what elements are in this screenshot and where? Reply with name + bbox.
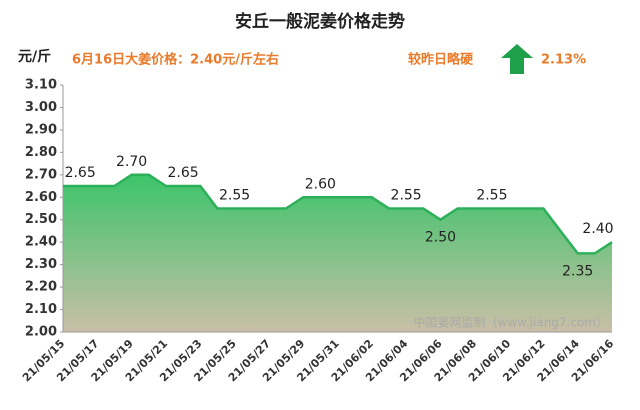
y-tick-label: 2.20 <box>25 280 57 295</box>
y-tick-label: 2.70 <box>25 167 57 182</box>
y-tick-label: 2.10 <box>25 302 57 317</box>
value-label: 2.55 <box>219 188 250 204</box>
watermark: 中国姜网监制（www.jiang7.com） <box>414 315 608 330</box>
chart-title: 安丘一般泥姜价格走势 <box>235 11 405 32</box>
y-tick-label: 2.00 <box>25 325 57 340</box>
up-arrow <box>501 44 533 74</box>
y-tick-label: 3.00 <box>25 100 57 115</box>
value-label: 2.50 <box>425 230 456 246</box>
change-value: 2.13% <box>541 53 586 68</box>
value-label: 2.55 <box>391 188 422 204</box>
y-unit: 元/斤 <box>18 48 51 65</box>
value-label: 2.35 <box>562 263 593 279</box>
area <box>63 174 612 332</box>
y-tick-label: 2.30 <box>25 257 57 272</box>
y-tick-label: 2.40 <box>25 235 57 250</box>
y-tick-label: 2.80 <box>25 145 57 160</box>
y-tick-label: 3.10 <box>25 78 57 93</box>
change-text: 较昨日略硬 <box>408 52 474 68</box>
y-tick-label: 2.90 <box>25 122 57 137</box>
value-label: 2.65 <box>65 165 96 181</box>
y-tick-label: 2.50 <box>25 212 57 227</box>
value-label: 2.60 <box>305 176 336 192</box>
value-label: 2.40 <box>582 221 613 237</box>
line <box>63 173 613 255</box>
value-label: 2.65 <box>168 165 199 181</box>
value-label: 2.55 <box>476 188 507 204</box>
value-label: 2.70 <box>116 154 147 170</box>
subtitle: 6月16日大姜价格：2.40元/斤左右 <box>72 52 279 68</box>
y-tick-label: 2.60 <box>25 190 57 205</box>
